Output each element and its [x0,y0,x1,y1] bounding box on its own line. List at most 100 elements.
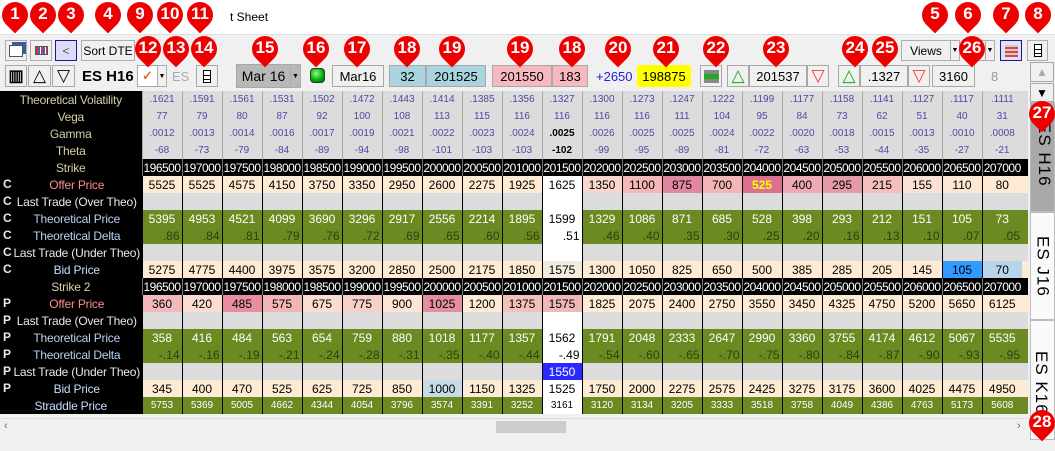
strike-cell[interactable]: 197000 [181,278,222,295]
price-cell[interactable] [941,244,982,261]
header-cell[interactable]: .1111 [981,91,1022,108]
price-cell[interactable]: 1025 [421,295,462,312]
price-cell[interactable] [501,244,542,261]
price-cell[interactable]: 212 [861,210,902,227]
price-cell[interactable]: -.90 [901,346,942,363]
price-cell[interactable]: 70 [981,261,1022,278]
strike-cell[interactable]: 200000 [421,159,462,176]
price-cell[interactable]: 1200 [461,295,502,312]
price-cell[interactable]: 2214 [461,210,502,227]
strike-cell[interactable]: 204000 [741,278,782,295]
price-cell[interactable] [821,312,862,329]
price-cell[interactable] [181,244,222,261]
price-cell[interactable] [661,312,702,329]
price-cell[interactable]: 625 [301,380,342,397]
header-cell[interactable]: 77 [141,108,182,125]
price-cell[interactable]: 1750 [581,380,622,397]
price-cell[interactable]: 2400 [661,295,702,312]
scroll-up-button[interactable]: ▲ [1030,62,1054,82]
header-cell[interactable]: 95 [741,108,782,125]
straddle-cell[interactable]: 4662 [261,397,302,414]
price-cell[interactable]: 3755 [821,329,862,346]
header-cell[interactable]: -21 [981,142,1022,159]
price-cell[interactable]: 5525 [181,176,222,193]
price-cell[interactable]: 4950 [981,380,1022,397]
price-cell[interactable]: 3750 [301,176,342,193]
header-cell[interactable]: 116 [501,108,542,125]
price-cell[interactable]: .65 [421,227,462,244]
straddle-cell[interactable]: 4054 [341,397,382,414]
strike-cell[interactable]: 204000 [741,159,782,176]
price-cell[interactable] [621,312,662,329]
strike-cell[interactable]: 198000 [261,159,302,176]
header-cell[interactable]: -84 [261,142,302,159]
price-cell[interactable] [741,312,782,329]
header-cell[interactable]: 62 [861,108,902,125]
price-cell[interactable]: 1050 [621,261,662,278]
header-cell[interactable]: .0022 [421,125,462,142]
price-cell[interactable] [981,244,1022,261]
scroll-left-icon[interactable]: ‹ [4,420,8,432]
price-cell[interactable]: 358 [141,329,182,346]
price-cell[interactable] [461,244,502,261]
price-cell[interactable]: 2750 [701,295,742,312]
price-cell[interactable] [261,312,302,329]
strike-cell[interactable]: 198500 [301,159,342,176]
price-cell[interactable] [261,193,302,210]
layout-toggle-button[interactable] [196,65,218,87]
price-cell[interactable] [221,312,262,329]
header-cell[interactable]: .0024 [701,125,742,142]
price-cell[interactable]: -.80 [781,346,822,363]
strike-cell[interactable]: 206500 [941,278,982,295]
straddle-cell[interactable]: 3574 [421,397,462,414]
price-cell[interactable]: 3200 [341,261,382,278]
price-cell[interactable]: 1575 [541,295,582,312]
price-cell[interactable]: 700 [701,176,742,193]
price-cell[interactable] [421,363,462,380]
strike-cell[interactable]: 203000 [661,159,702,176]
price-cell[interactable] [181,363,222,380]
price-cell[interactable]: 73 [981,210,1022,227]
straddle-cell[interactable]: 3758 [781,397,822,414]
price-cell[interactable] [141,193,182,210]
price-cell[interactable]: 5395 [141,210,182,227]
price-cell[interactable]: .25 [741,227,782,244]
price-cell[interactable] [461,312,502,329]
price-cell[interactable]: 484 [221,329,262,346]
price-cell[interactable]: 1895 [501,210,542,227]
price-cell[interactable]: -.75 [741,346,782,363]
price-cell[interactable] [461,363,502,380]
price-cell[interactable] [381,193,422,210]
price-cell[interactable] [501,363,542,380]
price-cell[interactable]: 2000 [621,380,662,397]
header-cell[interactable]: 116 [581,108,622,125]
price-cell[interactable]: 4612 [901,329,942,346]
header-cell[interactable]: .1158 [821,91,862,108]
price-cell[interactable]: 3275 [781,380,822,397]
price-cell[interactable] [781,312,822,329]
price-cell[interactable]: .72 [341,227,382,244]
header-cell[interactable]: .1443 [381,91,422,108]
header-cell[interactable]: 92 [301,108,342,125]
header-cell[interactable]: .1117 [941,91,982,108]
header-cell[interactable]: -72 [741,142,782,159]
header-cell[interactable]: .1472 [341,91,382,108]
straddle-cell[interactable]: 4344 [301,397,342,414]
header-cell[interactable]: 104 [701,108,742,125]
price-cell[interactable] [141,244,182,261]
price-cell[interactable]: 1925 [501,176,542,193]
straddle-cell[interactable]: 5369 [181,397,222,414]
strike-cell[interactable]: 205000 [821,278,862,295]
strike-cell[interactable]: 206000 [901,278,942,295]
scroll-right-icon[interactable]: › [1017,420,1021,432]
price-cell[interactable]: 4099 [261,210,302,227]
strike-cell[interactable]: 199500 [381,278,422,295]
price-cell[interactable]: .76 [301,227,342,244]
price-cell[interactable]: 400 [781,176,822,193]
header-cell[interactable]: -53 [821,142,862,159]
price-cell[interactable] [301,312,342,329]
price-cell[interactable] [301,244,342,261]
price-cell[interactable] [381,363,422,380]
price-cell[interactable]: .20 [781,227,822,244]
price-cell[interactable]: 400 [181,380,222,397]
